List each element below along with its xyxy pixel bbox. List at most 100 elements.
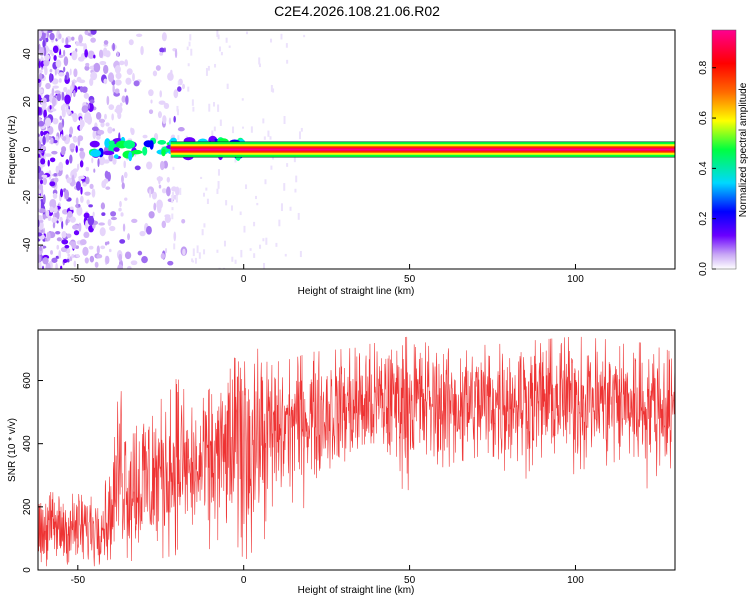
spectrogram-noise-streak bbox=[211, 130, 214, 139]
spectrogram-noise-blob bbox=[110, 216, 117, 221]
spectrogram-noise-blob bbox=[107, 72, 115, 83]
spectrogram-noise-blob bbox=[52, 192, 58, 199]
spectrogram-noise-blob bbox=[88, 204, 93, 208]
spectrogram-noise-blob bbox=[123, 160, 126, 169]
spectrogram-noise-blob bbox=[59, 216, 63, 222]
spectrogram-noise-blob bbox=[167, 260, 174, 266]
spectrogram-noise-blob bbox=[58, 33, 62, 40]
spectrogram-noise-blob bbox=[82, 246, 89, 256]
spectrogram-noise-blob bbox=[164, 215, 171, 223]
spectrogram-noise-blob bbox=[55, 59, 62, 68]
spectrogram-noise-blob bbox=[120, 212, 124, 217]
spectrogram-noise-blob bbox=[69, 68, 72, 76]
spectrogram-noise-blob bbox=[38, 94, 42, 103]
spectrogram-noise-blob bbox=[43, 30, 48, 34]
spectrogram-coherent-blob bbox=[113, 154, 119, 159]
spectrogram-noise-blob bbox=[79, 160, 84, 168]
spectrogram-noise-blob bbox=[42, 65, 46, 70]
spectrogram-noise-blob bbox=[98, 49, 104, 59]
spectrogram-noise-blob bbox=[61, 220, 64, 230]
spectrogram-noise-blob bbox=[135, 33, 143, 37]
spectrogram-noise-blob bbox=[66, 233, 72, 239]
spectrogram-noise-streak bbox=[262, 238, 265, 242]
spectrogram-noise-streak bbox=[256, 202, 259, 206]
spectrogram-x-tick-label: 50 bbox=[404, 274, 416, 285]
spectrogram-noise-blob bbox=[58, 161, 64, 171]
spectrogram-noise-streak bbox=[223, 240, 226, 247]
spectrogram-noise-streak bbox=[192, 106, 195, 112]
spectrogram-noise-blob bbox=[69, 84, 73, 93]
spectrogram-noise-blob bbox=[51, 87, 55, 97]
spectrogram-noise-blob bbox=[111, 113, 114, 121]
spectrogram-noise-blob bbox=[80, 195, 84, 203]
spectrogram-noise-blob bbox=[45, 262, 51, 269]
spectrogram-noise-blob bbox=[160, 253, 166, 260]
spectrogram-noise-blob bbox=[121, 182, 125, 190]
spectrogram-noise-blob bbox=[114, 65, 121, 74]
spectrogram-noise-blob bbox=[100, 202, 106, 210]
spectrogram-noise-streak bbox=[176, 109, 179, 116]
spectrogram-noise-streak bbox=[177, 81, 180, 86]
spectrogram-noise-blob bbox=[78, 79, 86, 84]
spectrogram-noise-streak bbox=[205, 68, 208, 76]
spectrogram-noise-blob bbox=[49, 105, 52, 110]
spectrogram-noise-blob bbox=[141, 255, 148, 264]
spectrogram-noise-blob bbox=[159, 52, 164, 56]
spectrogram-noise-blob bbox=[76, 205, 83, 216]
spectrogram-noise-streak bbox=[253, 253, 256, 258]
spectrogram-noise-blob bbox=[65, 37, 69, 46]
spectrogram-noise-blob bbox=[182, 83, 186, 90]
spectrogram-noise-blob bbox=[61, 231, 67, 239]
spectrogram-noise-streak bbox=[280, 33, 283, 40]
spectrogram-noise-blob bbox=[55, 255, 60, 259]
spectrogram-noise-blob bbox=[39, 247, 43, 251]
spectrogram-noise-blob bbox=[114, 108, 118, 113]
spectrogram-noise-blob bbox=[140, 45, 144, 56]
spectrogram-noise-blob bbox=[118, 207, 122, 212]
colorbar-ticks: 0.0 0.2 0.4 0.6 0.8 bbox=[698, 29, 737, 276]
spectrogram-coherent-blob bbox=[89, 140, 100, 148]
spectrogram-noise-blob bbox=[73, 230, 80, 236]
spectrogram-noise-streak bbox=[270, 165, 273, 170]
spectrogram-noise-blob bbox=[119, 200, 122, 208]
spectrogram-noise-streak bbox=[262, 118, 265, 124]
spectrogram-noise-blob bbox=[159, 47, 165, 53]
spectrogram-noise-streak bbox=[186, 46, 189, 51]
spectrogram-noise-blob bbox=[51, 150, 58, 155]
spectrogram-noise-blob bbox=[87, 50, 95, 59]
spectrogram-noise-streak bbox=[303, 34, 306, 38]
spectrogram-noise-blob bbox=[118, 253, 123, 262]
spectrogram-noise-streak bbox=[217, 169, 220, 176]
spectrogram-noise-blob bbox=[89, 255, 95, 263]
spectrogram-noise-blob bbox=[99, 227, 106, 237]
spectrogram-noise-blob bbox=[38, 120, 45, 127]
spectrogram-noise-blob bbox=[108, 153, 114, 162]
spectrogram-noise-blob bbox=[146, 225, 152, 235]
spectrogram-noise-streak bbox=[187, 63, 190, 67]
spectrogram-noise-blob bbox=[103, 64, 109, 75]
spectrogram-noise-blob bbox=[158, 100, 166, 105]
spectrogram-noise-blob bbox=[58, 54, 64, 59]
spectrogram-noise-blob bbox=[79, 239, 87, 246]
spectrogram-noise-blob bbox=[63, 56, 69, 67]
spectrogram-noise-streak bbox=[205, 187, 208, 191]
spectrogram-noise-streak bbox=[180, 268, 183, 269]
spectrogram-noise-blob bbox=[49, 68, 53, 73]
spectrogram-noise-blob bbox=[56, 220, 59, 224]
spectrogram-carrier-band bbox=[170, 148, 675, 151]
spectrogram-noise-blob bbox=[92, 130, 97, 140]
spectrogram-noise-blob bbox=[90, 71, 98, 81]
spectrogram-noise-streak bbox=[216, 30, 219, 37]
spectrogram-noise-blob bbox=[161, 220, 167, 229]
spectrogram-noise-blob bbox=[96, 135, 101, 140]
spectrogram-noise-streak bbox=[297, 212, 300, 220]
spectrogram-noise-blob bbox=[56, 68, 60, 74]
spectrogram-noise-streak bbox=[213, 102, 216, 107]
spectrogram-noise-blob bbox=[90, 30, 97, 35]
spectrogram-noise-blob bbox=[77, 135, 84, 142]
spectrogram-noise-streak bbox=[214, 63, 217, 68]
spectrogram-noise-streak bbox=[231, 256, 234, 262]
spectrogram-noise-blob bbox=[119, 239, 126, 244]
spectrogram-noise-blob bbox=[168, 117, 172, 125]
spectrogram-noise-blob bbox=[114, 79, 122, 86]
